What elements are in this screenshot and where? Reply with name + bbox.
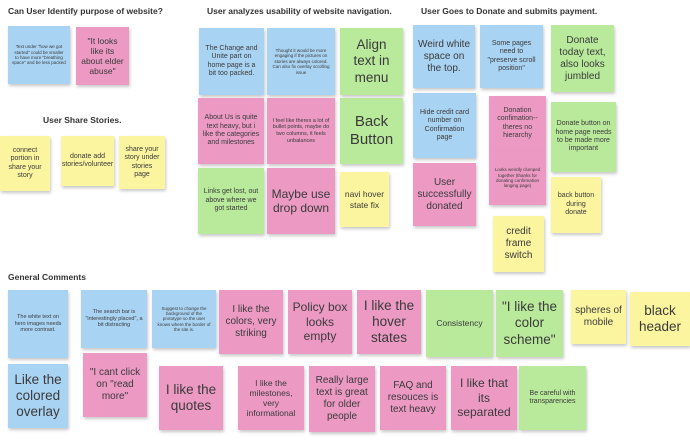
sticky-note[interactable]: The white text on hero images needs more… [8,290,68,358]
sticky-note[interactable]: Align text in menu [340,28,403,95]
heading-purpose: Can User Identify purpose of website? [8,6,163,16]
sticky-note[interactable]: share your story under stories page [119,136,165,189]
sticky-note[interactable]: Weird white space on the top. [413,25,475,88]
sticky-note[interactable]: donate add stories/volunteer [61,136,114,186]
sticky-note[interactable]: I feel like theres a lot of bullet point… [267,98,335,164]
sticky-note[interactable]: credit frame switch [493,216,544,272]
sticky-note[interactable]: connect portion in share your story [0,136,50,191]
sticky-note[interactable]: Links get lost, out above where we got s… [198,168,264,234]
sticky-note[interactable]: navi hover state fix [340,172,389,227]
sticky-note[interactable]: Be careful with transparencies [519,366,586,430]
sticky-note[interactable]: About Us is quite text heavy, but i like… [198,98,264,164]
sticky-note[interactable]: Suggest to change the background of the … [152,290,216,348]
sticky-note[interactable]: Back Button [340,98,403,164]
sticky-note[interactable]: Thought it would be more engaging if the… [267,28,335,95]
sticky-note[interactable]: Maybe use drop down [267,168,335,234]
sticky-note[interactable]: I like the hover states [357,290,421,354]
sticky-note[interactable]: black header [630,292,690,346]
sticky-note[interactable]: Policy box looks empty [288,290,352,354]
sticky-note[interactable]: Some pages need to "preserve scroll posi… [480,25,543,88]
sticky-note[interactable]: Text under "how we got started" could be… [8,26,70,84]
heading-usability: User analyzes usability of website navig… [207,6,392,16]
sticky-note[interactable]: Consistency [426,290,493,357]
sticky-note[interactable]: FAQ and resouces is text heavy [380,366,446,430]
sticky-note[interactable]: I like that its separated [451,366,517,430]
sticky-note[interactable]: I like the colors, very striking [219,290,283,354]
sticky-note[interactable]: Donate today text, also looks jumbled [551,25,614,92]
sticky-note[interactable]: "I cant click on "read more" [83,353,147,417]
heading-share-stories: User Share Stories. [43,115,122,125]
sticky-note[interactable]: "I like the color scheme" [496,290,563,357]
sticky-note[interactable]: Donation confimation-- theres no hierarc… [489,96,546,151]
sticky-note[interactable]: Donate button on home page needs to be m… [551,102,616,172]
heading-general-comments: General Comments [8,272,86,282]
sticky-note[interactable]: "It looks like its about elder abuse" [76,27,129,85]
sticky-note[interactable]: Like the colored overlay [8,364,68,428]
sticky-note[interactable]: back button during donate [551,177,601,233]
sticky-note[interactable]: Looks weirdly clumped together (thanks f… [489,151,546,205]
sticky-note[interactable]: I like the milestones, very informationa… [238,366,304,430]
sticky-note[interactable]: Hide credit card number on Confirmation … [413,93,476,158]
sticky-note[interactable]: I like the quotes [159,366,223,430]
sticky-note[interactable]: User successfully donated [413,163,476,226]
sticky-note[interactable]: The search bar is "interestingly placed"… [81,290,147,348]
sticky-note[interactable]: Really large text is great for older peo… [309,366,375,432]
sticky-note[interactable]: The Change and Unite part on home page i… [199,28,264,95]
heading-donate: User Goes to Donate and submits payment. [421,6,598,16]
sticky-note[interactable]: spheres of mobile [571,290,626,344]
